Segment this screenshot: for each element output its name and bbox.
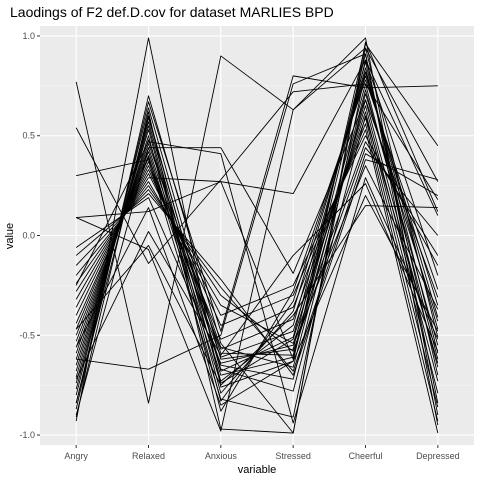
grid xyxy=(40,26,474,445)
series-line-37 xyxy=(75,183,439,380)
series-line-36 xyxy=(75,205,438,386)
x-axis: Angry Relaxed Anxious Stressed Cheerful Depre… xyxy=(64,445,460,461)
series-line-24 xyxy=(75,147,439,352)
series-line-17 xyxy=(75,111,439,394)
x-tick-label-stressed: Stressed xyxy=(275,451,311,461)
y-tick-label: -1.0 xyxy=(19,430,35,440)
x-tick-label-depressed: Depressed xyxy=(416,451,460,461)
chart-title: Laodings of F2 def.D.cov for dataset MAR… xyxy=(10,4,334,20)
series-line-1 xyxy=(75,37,439,416)
series-line-15 xyxy=(75,99,439,376)
series-line-22 xyxy=(75,59,439,292)
series-line-27 xyxy=(75,165,439,364)
series-line-2 xyxy=(75,37,439,422)
series-line-26 xyxy=(75,159,438,376)
series-line-30 xyxy=(76,71,439,418)
y-tick-label: 0.5 xyxy=(22,131,35,141)
x-axis-title: variable xyxy=(238,464,277,476)
series-line-29 xyxy=(76,59,439,360)
y-tick-label: -0.5 xyxy=(19,330,35,340)
series-line-25 xyxy=(75,153,439,372)
y-axis-title: value xyxy=(4,223,16,249)
series-line-31 xyxy=(75,83,439,264)
series-line-38 xyxy=(75,115,439,404)
y-axis: 1.0 0.5 0.0 -0.5 -1.0 xyxy=(19,31,40,440)
series-line-5 xyxy=(75,75,438,404)
y-tick-label: 0.0 xyxy=(22,231,35,241)
series-group xyxy=(75,37,439,434)
series-line-34 xyxy=(76,53,439,426)
x-tick-label-cheerful: Cheerful xyxy=(348,451,382,461)
series-line-35 xyxy=(75,195,439,406)
y-tick-label: 1.0 xyxy=(22,31,35,41)
x-tick-label-anxious: Anxious xyxy=(205,451,238,461)
x-tick-label-angry: Angry xyxy=(64,451,88,461)
x-tick-label-relaxed: Relaxed xyxy=(132,451,165,461)
series-line-18 xyxy=(75,117,439,408)
